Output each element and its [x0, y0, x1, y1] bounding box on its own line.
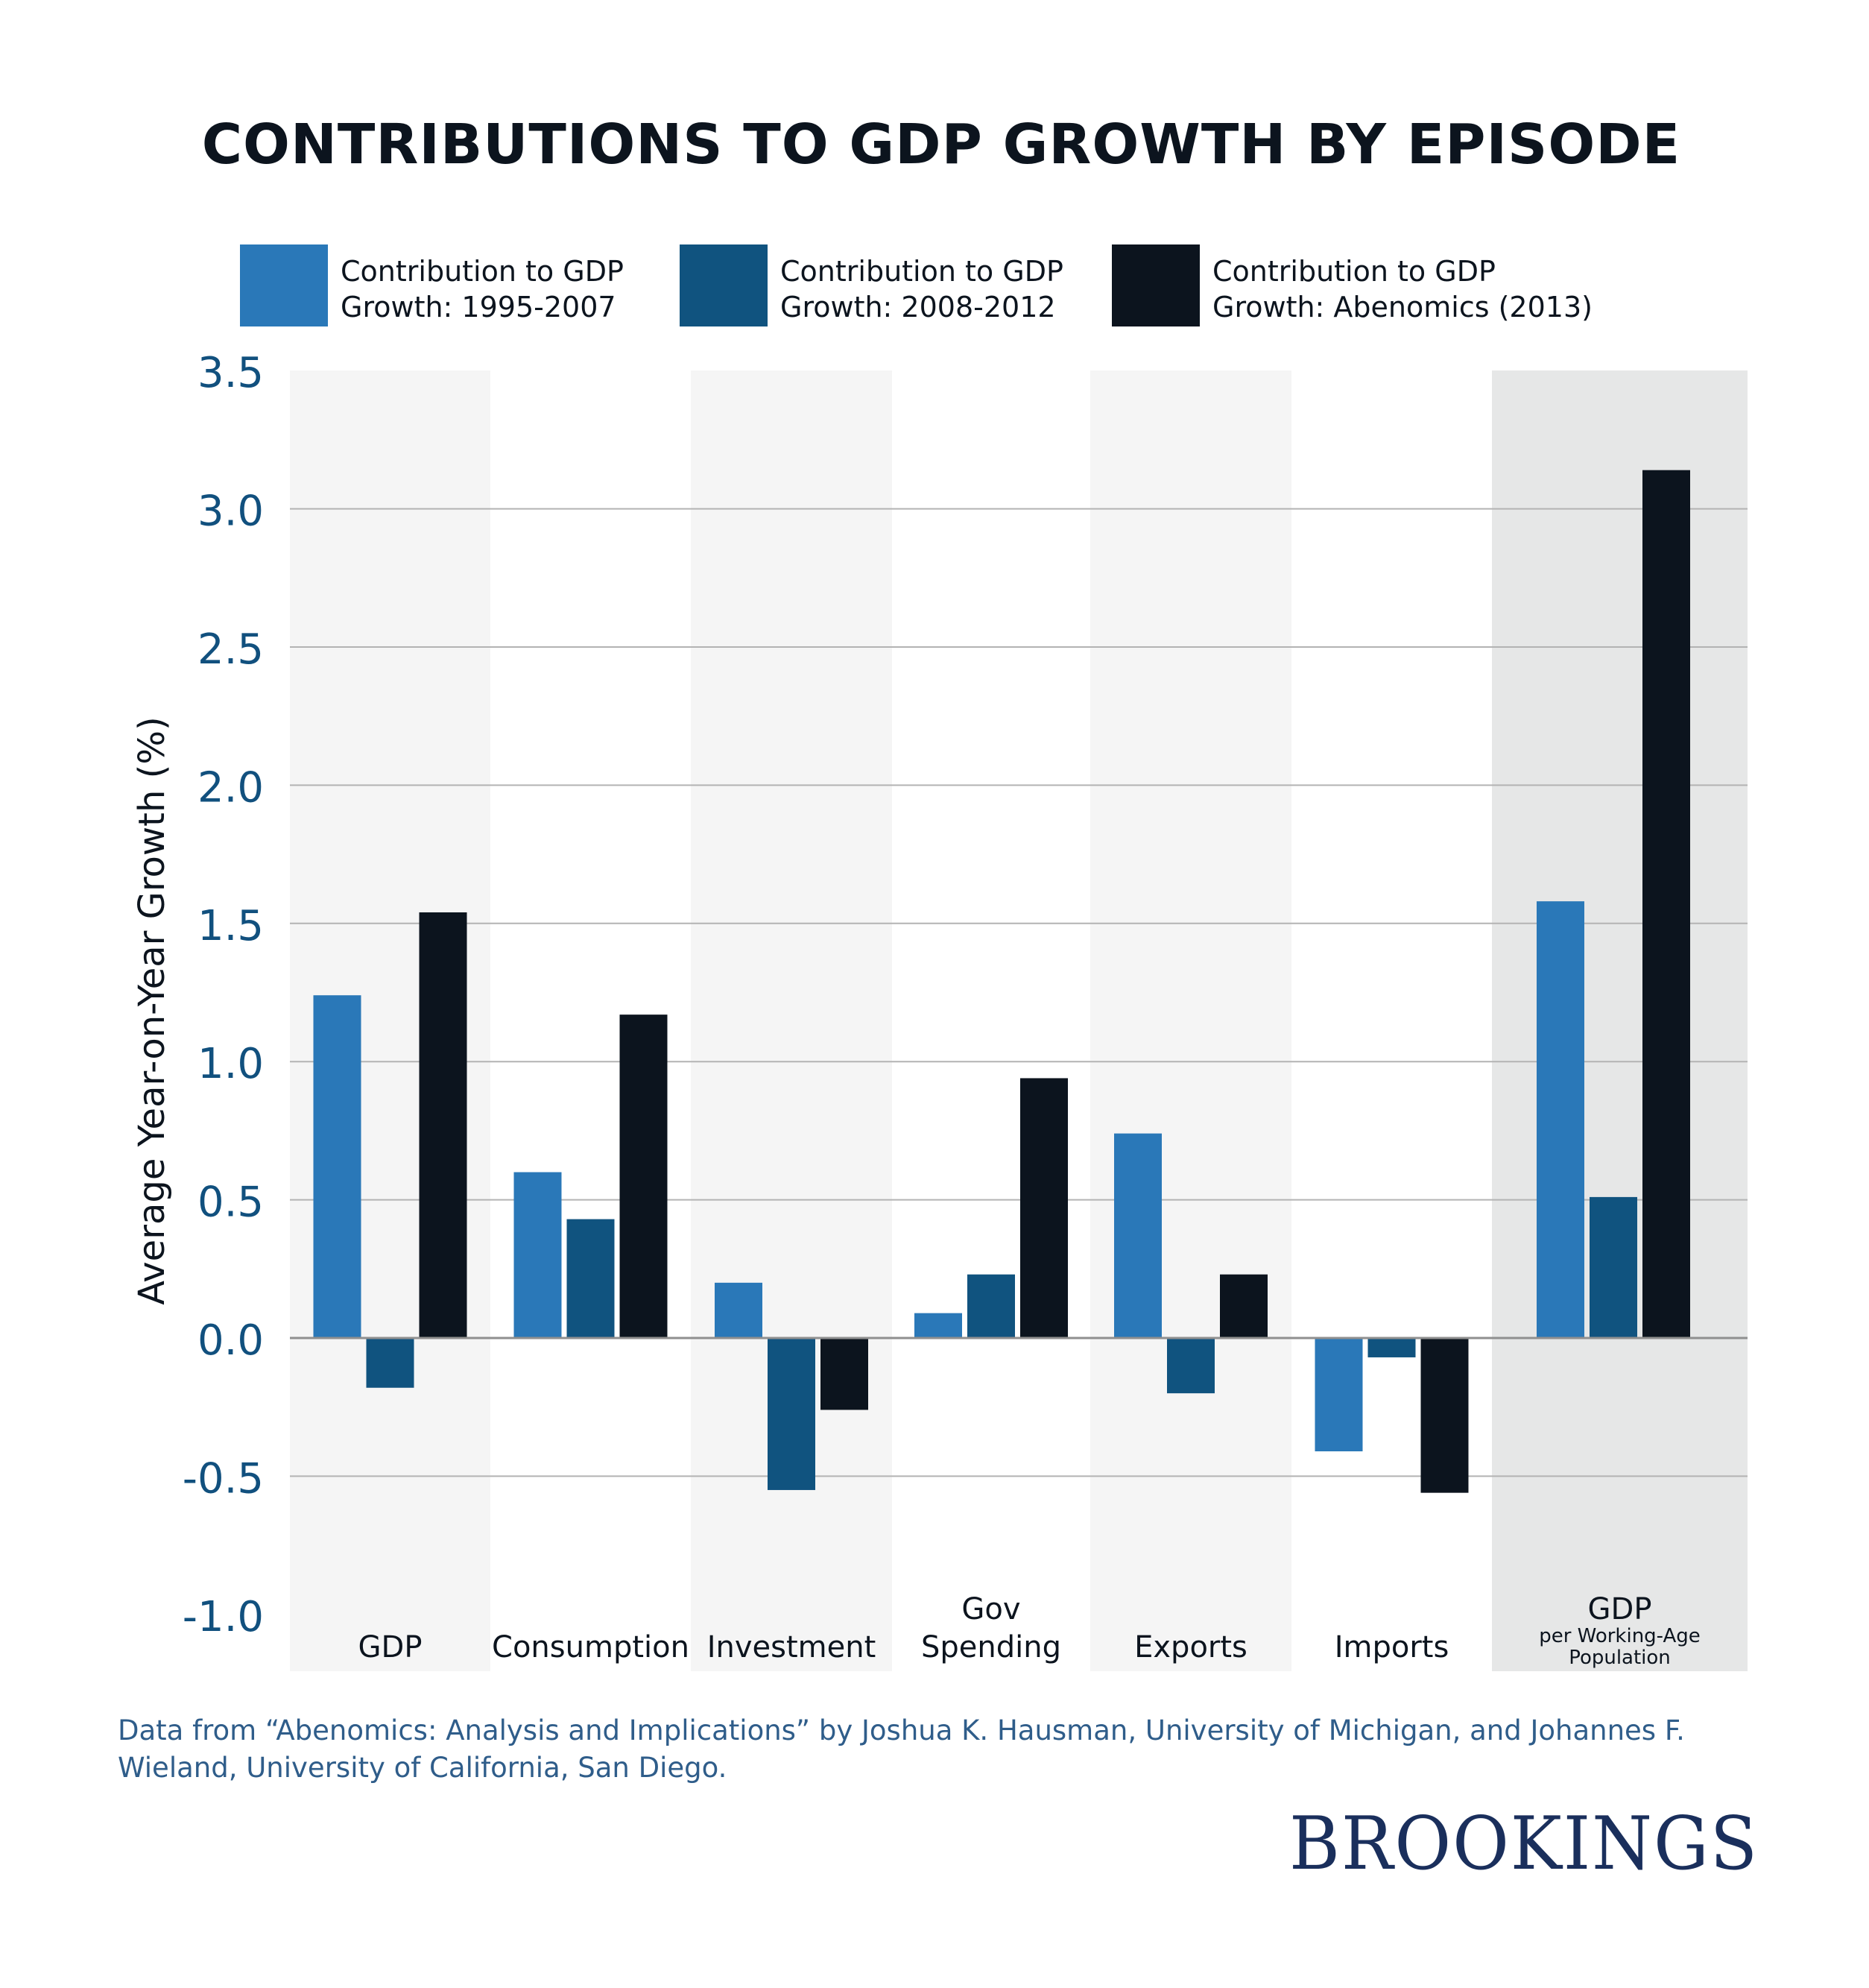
bar-3-gov-spending [1020, 1078, 1068, 1338]
bar-1-gdp [313, 995, 361, 1338]
chart-title: CONTRIBUTIONS TO GDP GROWTH BY EPISODE [202, 113, 1680, 177]
bar-2-exports [1167, 1338, 1215, 1394]
bar-2-imports [1367, 1338, 1416, 1357]
bar-1-gov-spending [914, 1313, 962, 1338]
category-label: Exports [1134, 1630, 1247, 1664]
column-backgrounds [290, 370, 1748, 1671]
y-tick-label: 3.0 [197, 487, 264, 536]
legend-label-2: Contribution to GDP [780, 255, 1063, 288]
legend-swatch-1 [240, 244, 328, 326]
y-tick-label: 3.5 [197, 349, 264, 397]
y-axis-ticks: 3.5 3.0 2.5 2.0 1.5 1.0 0.5 0.0 -0.5 -1.0 [183, 349, 264, 1641]
bar-1-investment [715, 1282, 762, 1338]
category-label: GDP [358, 1630, 423, 1664]
bar-1-gdp-per-working-age-population [1537, 901, 1584, 1338]
category-label: Spending [921, 1630, 1061, 1664]
category-label: Imports [1335, 1630, 1449, 1664]
bar-2-consumption [566, 1219, 615, 1338]
bar-3-gdp [419, 912, 467, 1338]
legend-swatch-3 [1112, 244, 1200, 326]
y-tick-label: 0.0 [197, 1316, 264, 1365]
brookings-logo: BROOKINGS [1289, 1802, 1759, 1887]
bar-2-gov-spending [967, 1274, 1015, 1338]
category-labels: GDP Consumption Investment Gov Spending Expor… [358, 1592, 1701, 1669]
y-tick-label: 1.5 [197, 902, 264, 950]
y-tick-label: 1.0 [197, 1040, 264, 1088]
bar-1-exports [1114, 1133, 1162, 1338]
category-sublabel: Population [1569, 1647, 1671, 1669]
legend-label-1: Contribution to GDP [341, 255, 624, 288]
y-tick-label: -1.0 [183, 1593, 264, 1641]
bar-3-consumption [619, 1014, 668, 1338]
y-tick-label: 0.5 [197, 1178, 264, 1227]
column-bg-5 [1090, 370, 1291, 1671]
category-label: Consumption [492, 1630, 689, 1664]
category-sublabel: per Working-Age [1539, 1625, 1701, 1647]
bar-3-imports [1420, 1338, 1469, 1493]
category-label: Gov [961, 1592, 1020, 1626]
bar-2-gdp-per-working-age-population [1590, 1196, 1637, 1338]
y-tick-label: -0.5 [183, 1454, 264, 1503]
bar-3-investment [820, 1338, 868, 1410]
category-label: GDP [1588, 1592, 1652, 1626]
bars [313, 470, 1690, 1493]
legend-label-2: Growth: 2008-2012 [780, 291, 1056, 324]
category-label: Investment [707, 1630, 876, 1664]
legend-swatch-2 [680, 244, 768, 326]
footnote-line-2: Wieland, University of California, San D… [118, 1752, 727, 1784]
y-tick-label: 2.5 [197, 625, 264, 674]
y-axis-label: Average Year-on-Year Growth (%) [131, 716, 173, 1305]
legend-label-1: Growth: 1995-2007 [341, 291, 616, 324]
column-bg-4 [892, 370, 1090, 1671]
bar-1-imports [1315, 1338, 1363, 1452]
column-bg-7 [1492, 370, 1748, 1671]
bar-2-investment [768, 1338, 815, 1490]
bar-1-consumption [513, 1172, 562, 1338]
footnote-line-1: Data from “Abenomics: Analysis and Impli… [118, 1714, 1685, 1746]
bar-3-gdp-per-working-age-population [1642, 470, 1690, 1338]
legend-label-3: Growth: Abenomics (2013) [1212, 291, 1593, 324]
y-tick-label: 2.0 [197, 763, 264, 812]
bar-2-gdp [366, 1338, 414, 1388]
bar-3-exports [1220, 1274, 1268, 1338]
legend-label-3: Contribution to GDP [1212, 255, 1496, 288]
